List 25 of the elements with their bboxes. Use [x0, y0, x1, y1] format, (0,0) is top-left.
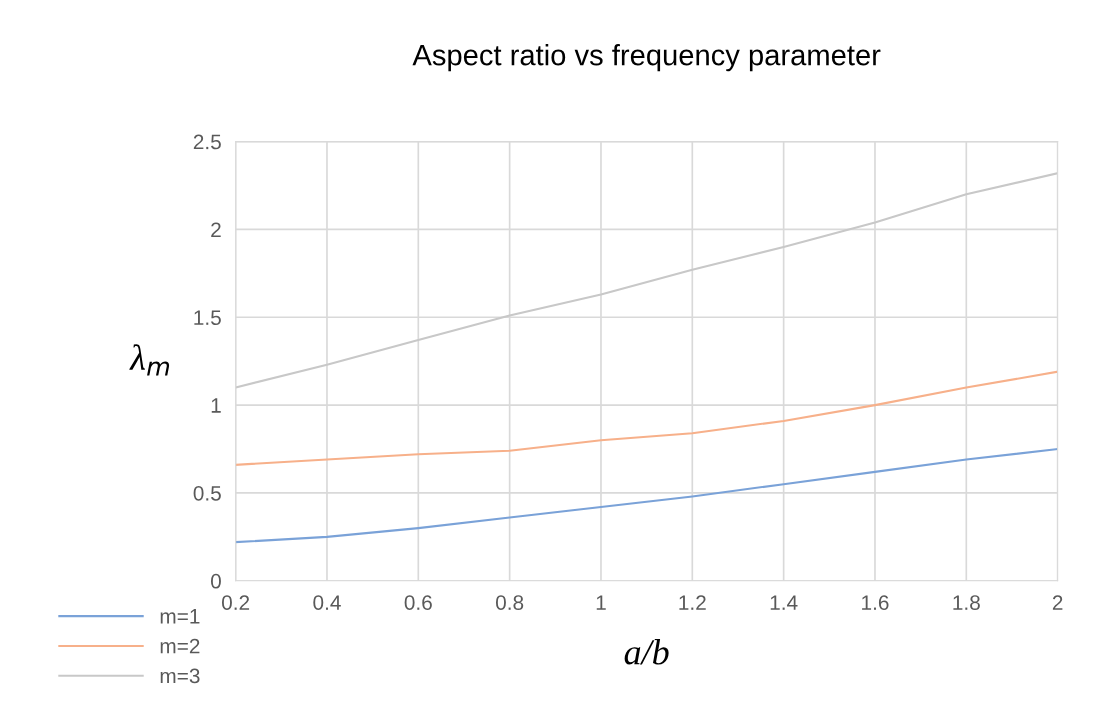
legend-label: m=1 — [160, 609, 200, 624]
x-tick-label: 1.4 — [770, 595, 798, 610]
x-tick-label: 0.4 — [313, 595, 341, 610]
line-series — [235, 447, 1058, 544]
x-tick-label: 0.2 — [221, 595, 250, 610]
y-tick-label: 1.5 — [194, 310, 221, 326]
x-axis-title: a/b — [624, 639, 669, 665]
y-tick-label: 0 — [210, 573, 221, 589]
x-tick-label: 1.8 — [953, 595, 980, 610]
x-tick-label: 0.6 — [404, 595, 432, 610]
y-axis-title: λ$_{m}$ — [129, 344, 170, 376]
y-tick-label: 2.5 — [193, 134, 221, 150]
y-tick-label: 2 — [211, 222, 221, 237]
y-tick-label: 0.5 — [193, 485, 221, 501]
line-series — [235, 172, 1058, 389]
x-tick-label: 1 — [596, 595, 606, 610]
line-series — [235, 370, 1058, 466]
chart-title: Aspect ratio vs frequency parameter — [412, 44, 881, 72]
y-tick-label: 1 — [211, 398, 221, 413]
legend-label: m=3 — [160, 668, 200, 684]
x-tick-label: 2 — [1052, 595, 1063, 610]
x-tick-label: 0.8 — [495, 595, 524, 610]
x-tick-label: 1.6 — [862, 595, 889, 610]
x-tick-label: 1.2 — [679, 595, 706, 610]
legend-label: m=2 — [160, 638, 200, 654]
